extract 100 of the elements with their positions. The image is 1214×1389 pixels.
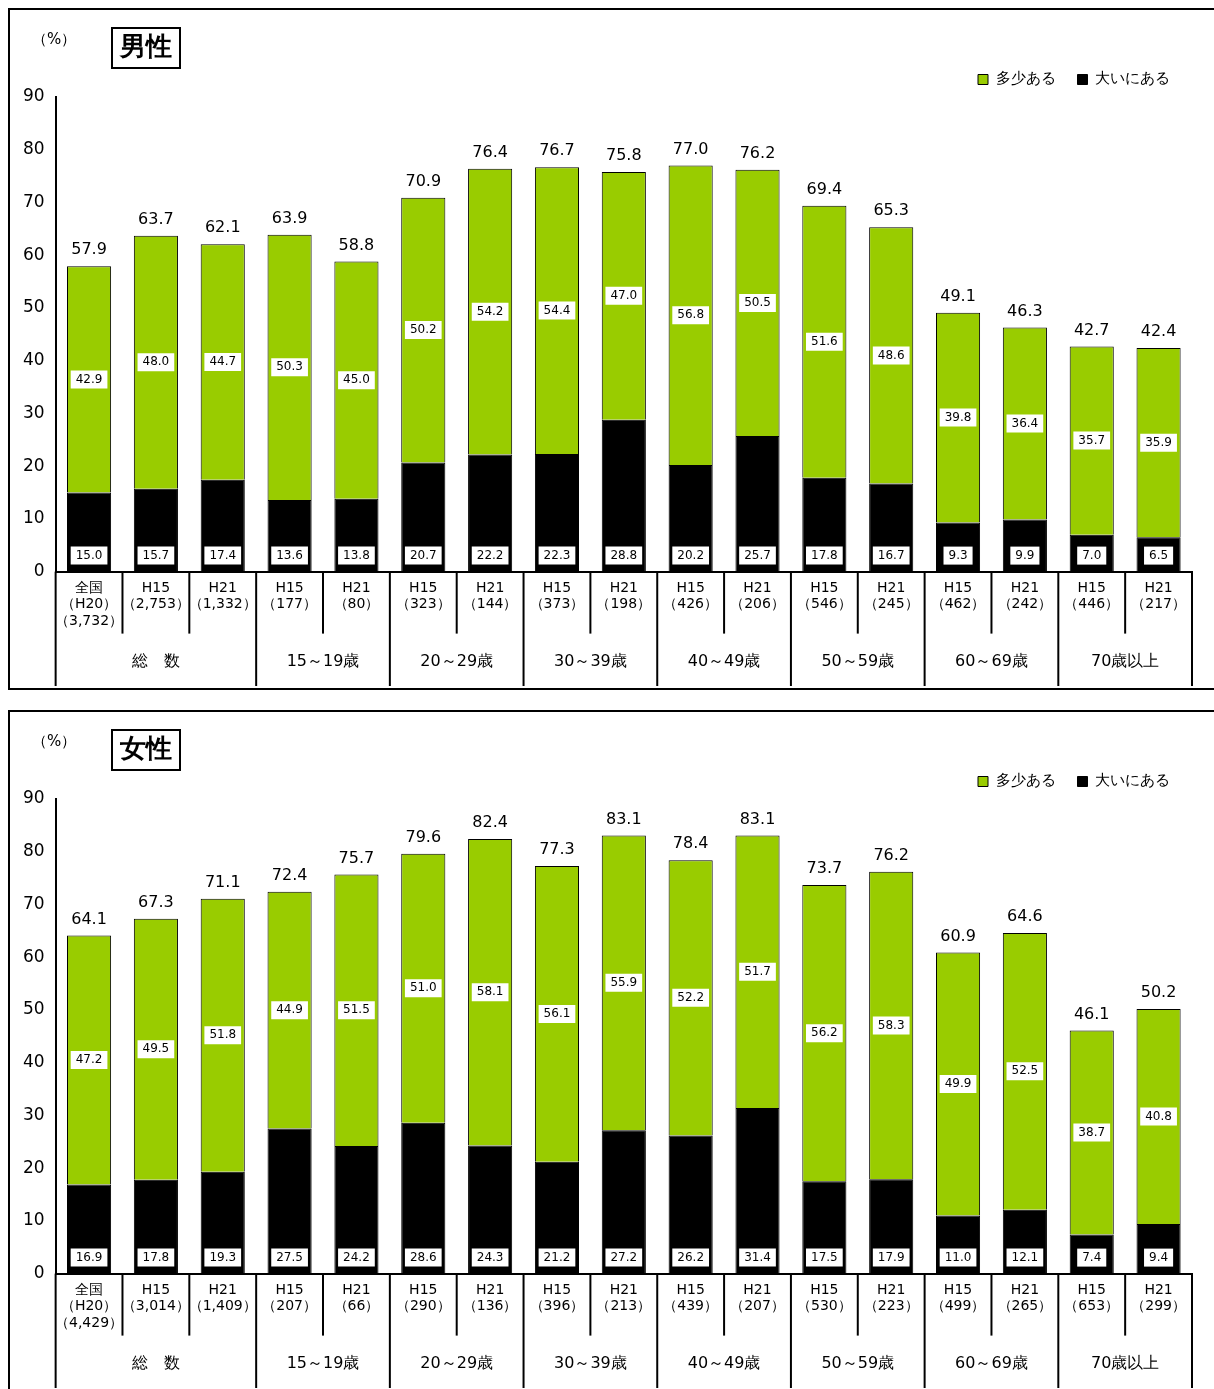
y-tick-label: 90: [22, 85, 45, 106]
y-tick-label: 50: [22, 296, 45, 317]
data-label: 38.7: [1078, 1124, 1106, 1139]
text: 20～29歳: [420, 651, 494, 671]
total-label: 78.4: [672, 833, 709, 853]
data-label: 42.9: [75, 371, 103, 386]
x-tick-label: H21 （207）: [730, 1280, 785, 1314]
total-label: 76.7: [539, 140, 575, 160]
text: 40～49歳: [687, 1353, 761, 1373]
total-label: 75.7: [338, 847, 375, 867]
data-label: 11.0: [944, 1249, 972, 1264]
x-tick-label: H15 （530）: [796, 1280, 852, 1314]
data-label: 51.8: [209, 1027, 237, 1042]
legend-label: 多少ある: [995, 771, 1056, 790]
total-label: 46.1: [1073, 1003, 1110, 1023]
x-tick-label: H15 （177）: [262, 578, 317, 612]
data-label: 20.2: [677, 547, 705, 562]
x-tick-label: 全国（H20）（3,732）: [55, 578, 124, 629]
data-label: 50.3: [276, 359, 303, 374]
data-label: 36.4: [1011, 415, 1039, 430]
total-label: 77.3: [539, 839, 575, 859]
total-label: 77.0: [672, 138, 709, 158]
x-tick-label: H21 （1,332）: [188, 578, 257, 612]
total-label: 63.7: [138, 208, 174, 228]
total-label: 57.9: [71, 239, 107, 259]
total-label: 83.1: [739, 808, 776, 828]
y-tick-label: 30: [22, 401, 45, 422]
data-label: 15.0: [75, 547, 103, 562]
text: 70歳以上: [1090, 1353, 1160, 1373]
text: 20～29歳: [420, 1353, 494, 1373]
data-label: 44.9: [276, 1002, 303, 1017]
data-label: 45.0: [343, 372, 370, 387]
data-label: 48.0: [142, 354, 170, 369]
data-label: 28.6: [409, 1249, 437, 1264]
total-label: 49.1: [940, 285, 976, 305]
text: 15～19歳: [286, 651, 360, 671]
y-tick-label: 10: [22, 507, 45, 528]
text: 70歳以上: [1090, 651, 1160, 671]
data-label: 16.9: [75, 1249, 103, 1264]
text: 15～19歳: [286, 1353, 360, 1373]
data-label: 7.0: [1082, 547, 1102, 562]
data-label: 40.8: [1145, 1108, 1172, 1123]
data-label: 31.4: [744, 1249, 771, 1264]
data-label: 35.9: [1145, 434, 1172, 449]
x-tick-label: H21 （299）: [1131, 1280, 1186, 1314]
data-label: 15.7: [142, 547, 170, 562]
x-tick-label: H21 （245）: [863, 578, 919, 612]
y-tick-label: 0: [33, 1262, 45, 1283]
total-label: 65.3: [873, 200, 910, 220]
x-tick-label: H21 （144）: [462, 578, 518, 612]
data-label: 27.5: [276, 1249, 303, 1264]
y-tick-label: 60: [22, 945, 45, 966]
x-tick-label: H21 （198）: [596, 578, 652, 612]
text: 60～69歳: [955, 1353, 1028, 1373]
data-label: 50.2: [409, 322, 437, 337]
total-label: 79.6: [405, 827, 442, 846]
y-tick-label: 10: [22, 1209, 45, 1230]
x-tick-label: H21 （217）: [1131, 578, 1186, 612]
data-label: 35.7: [1078, 432, 1106, 447]
x-tick-label: H15 （290）: [395, 1280, 451, 1314]
text: 50～59歳: [821, 651, 895, 671]
data-label: 17.9: [877, 1249, 905, 1264]
data-label: 22.3: [543, 547, 571, 562]
data-label: 39.8: [944, 409, 972, 424]
text: 60～69歳: [955, 651, 1028, 671]
x-tick-label: H15 （499）: [930, 1280, 986, 1314]
x-tick-label: H21 （242）: [997, 578, 1053, 612]
data-label: 27.2: [610, 1249, 638, 1264]
x-tick-label: H15 （462）: [930, 578, 986, 612]
y-axis-title: （%）: [31, 29, 77, 48]
data-label: 6.5: [1149, 547, 1169, 562]
data-label: 12.1: [1011, 1249, 1039, 1264]
data-label: 13.6: [276, 547, 303, 562]
x-tick-label: H21 （206）: [730, 578, 785, 612]
data-label: 9.4: [1149, 1249, 1169, 1264]
x-tick-label: 全国（H20）（4,429）: [55, 1280, 124, 1331]
total-label: 76.4: [472, 141, 508, 161]
data-label: 54.4: [543, 302, 571, 317]
x-tick-label: H15 （373）: [529, 578, 585, 612]
y-axis-title: （%）: [31, 731, 77, 750]
x-tick-label: H21 （136）: [462, 1280, 518, 1314]
total-label: 69.4: [806, 178, 843, 198]
total-label: 83.1: [606, 808, 642, 828]
total-label: 42.7: [1073, 319, 1110, 339]
x-tick-label: H21 （1,409）: [188, 1280, 257, 1314]
data-label: 25.7: [744, 547, 771, 562]
total-label: 58.8: [338, 234, 375, 254]
data-label: 44.7: [209, 354, 237, 369]
x-tick-label: H15 （439）: [663, 1280, 719, 1314]
total-label: 50.2: [1140, 982, 1177, 1002]
text: 30～39歳: [554, 1353, 627, 1373]
data-label: 56.1: [543, 1006, 571, 1021]
x-tick-label: H21 （223）: [863, 1280, 919, 1314]
total-label: 60.9: [940, 925, 976, 945]
data-label: 58.1: [476, 984, 504, 999]
data-label: 9.3: [948, 547, 968, 562]
x-tick-label: H15 （3,014）: [121, 1280, 190, 1314]
text: 30～39歳: [554, 651, 627, 671]
text: 50～59歳: [821, 1353, 895, 1373]
y-tick-label: 80: [22, 840, 45, 861]
